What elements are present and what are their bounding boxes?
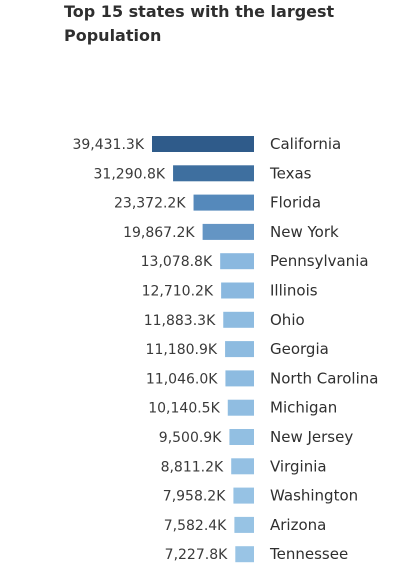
value-label: 19,867.2K	[123, 225, 195, 241]
bar-michigan[interactable]	[227, 399, 254, 416]
category-label: Ohio	[270, 311, 305, 329]
bar-california[interactable]	[152, 136, 254, 152]
category-label: North Carolina	[270, 369, 378, 387]
category-label: Arizona	[270, 516, 326, 534]
category-label: New York	[270, 223, 339, 241]
bar-virginia[interactable]	[231, 458, 254, 475]
bar-florida[interactable]	[193, 194, 254, 211]
bar-pennsylvania[interactable]	[220, 253, 254, 270]
category-label: Florida	[270, 194, 321, 212]
value-label: 11,883.3K	[144, 313, 216, 329]
category-label: Virginia	[270, 457, 327, 475]
category-label: Tennessee	[269, 545, 348, 563]
bar-new-york[interactable]	[202, 223, 254, 240]
category-label: Texas	[269, 164, 312, 182]
value-label: 11,180.9K	[146, 342, 218, 358]
bar-arizona[interactable]	[234, 516, 254, 533]
bar-georgia[interactable]	[225, 341, 254, 358]
bar-tennessee[interactable]	[235, 546, 254, 563]
category-label: California	[270, 135, 341, 153]
value-label: 10,140.5K	[148, 401, 220, 417]
value-label: 8,811.2K	[161, 459, 224, 475]
category-label: New Jersey	[270, 428, 353, 446]
value-label: 11,046.0K	[146, 371, 218, 387]
bar-ohio[interactable]	[223, 311, 254, 328]
bar-new-jersey[interactable]	[229, 429, 254, 445]
bar-washington[interactable]	[233, 487, 254, 504]
value-label: 12,710.2K	[142, 284, 214, 300]
chart-title: Top 15 states with the largest Populatio…	[64, 2, 335, 45]
category-label: Illinois	[270, 282, 318, 300]
bar-texas[interactable]	[173, 165, 254, 182]
category-label: Washington	[270, 487, 358, 505]
category-label: Pennsylvania	[270, 252, 369, 270]
value-label: 31,290.8K	[94, 166, 166, 182]
value-label: 39,431.3K	[72, 137, 144, 153]
value-label: 9,500.9K	[159, 430, 222, 446]
bar-north-carolina[interactable]	[225, 370, 254, 387]
category-label: Georgia	[270, 340, 329, 358]
bar-illinois[interactable]	[221, 282, 254, 299]
value-label: 23,372.2K	[114, 196, 186, 212]
value-label: 7,958.2K	[163, 489, 226, 505]
category-label: Michigan	[270, 399, 337, 417]
value-label: 7,227.8K	[165, 547, 228, 563]
value-label: 7,582.4K	[164, 518, 227, 534]
value-label: 13,078.8K	[141, 254, 213, 270]
